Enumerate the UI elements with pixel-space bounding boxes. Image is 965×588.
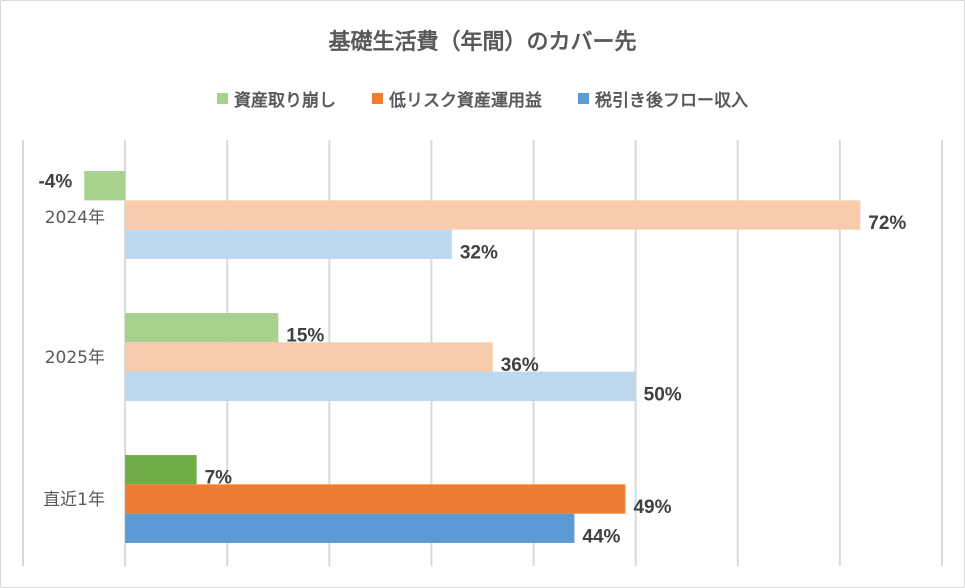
bar — [125, 313, 279, 343]
data-label: 72% — [868, 213, 906, 234]
bar — [84, 171, 126, 201]
legend-swatch — [217, 93, 228, 104]
legend-swatch — [578, 93, 589, 104]
bar — [125, 229, 452, 259]
data-label: 49% — [633, 497, 671, 518]
data-label: 36% — [501, 355, 539, 376]
legend-swatch — [372, 93, 383, 104]
category-label: 直近1年 — [43, 490, 105, 510]
data-label: 15% — [286, 326, 324, 347]
legend-label: 資産取り崩し — [234, 91, 336, 111]
bar — [125, 371, 636, 401]
bar — [125, 484, 626, 514]
data-label: 50% — [644, 384, 682, 405]
data-label: 32% — [460, 242, 498, 263]
legend-label: 低リスク資産運用益 — [389, 91, 542, 111]
legend-item-withdrawal: 資産取り崩し — [217, 86, 336, 111]
data-label: 7% — [205, 468, 233, 489]
legend: 資産取り崩し 低リスク資産運用益 税引き後フロー収入 — [0, 86, 965, 111]
category-label: 2024年 — [45, 208, 105, 228]
data-label: -4% — [38, 172, 72, 193]
bar — [125, 513, 575, 543]
legend-item-flow-income: 税引き後フロー収入 — [578, 86, 748, 111]
category-label: 2025年 — [45, 348, 105, 368]
bar — [125, 200, 861, 230]
bar — [125, 342, 493, 372]
chart-title: 基礎生活費（年間）のカバー先 — [328, 30, 637, 55]
legend-label: 税引き後フロー収入 — [595, 91, 748, 111]
data-label: 44% — [582, 526, 620, 547]
bar — [125, 455, 197, 485]
legend-item-low-risk: 低リスク資産運用益 — [372, 86, 542, 111]
